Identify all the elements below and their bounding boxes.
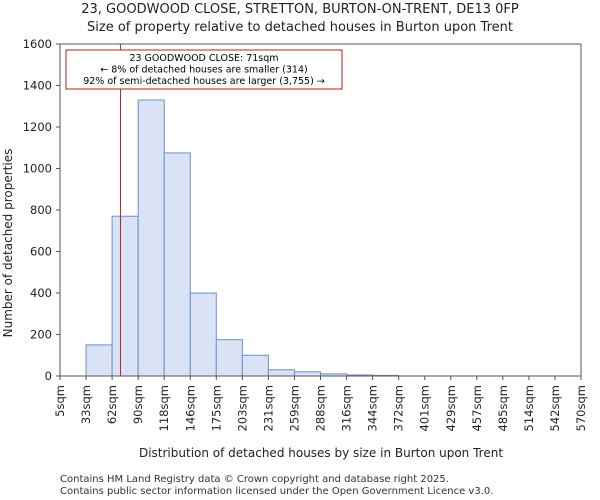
bar-62sqm [111,215,139,377]
x-tick-label: 372sqm [392,385,406,431]
y-tick-label: 800 [30,203,52,217]
bar-90sqm [137,99,165,377]
x-tick-label: 401sqm [418,385,432,431]
x-tick-label: 175sqm [209,385,223,431]
y-tick-label: 600 [30,245,52,259]
annotation-line: ← 8% of detached houses are smaller (314… [100,65,307,76]
footer-licence: Contains public sector information licen… [60,486,494,497]
bar-175sqm [215,339,243,377]
x-tick-label: 485sqm [496,385,510,431]
y-tick-label: 1600 [23,37,52,51]
footer-copyright: Contains HM Land Registry data © Crown c… [60,474,449,485]
x-axis-label: Distribution of detached houses by size … [139,446,503,460]
y-tick-label: 1200 [23,120,52,134]
x-tick-label: 457sqm [470,385,484,431]
bar-33sqm [85,344,113,377]
y-tick-label: 1000 [23,162,52,176]
x-tick-label: 542sqm [548,385,562,431]
bar-118sqm [163,152,191,377]
annotation-group: 23 GOODWOOD CLOSE: 71sqm← 8% of detached… [65,49,343,90]
annotation-box [65,49,343,90]
x-tick-label: 429sqm [444,385,458,431]
x-tick-label: 203sqm [235,385,249,431]
y-tick-label: 200 [30,328,52,342]
x-tick-label: 514sqm [522,385,536,431]
chart-title: 23, GOODWOOD CLOSE, STRETTON, BURTON-ON-… [81,2,519,17]
x-tick-label: 118sqm [157,385,171,431]
x-tick-label: 344sqm [366,385,380,431]
x-tick-label: 259sqm [287,385,301,431]
y-axis-label: Number of detached properties [1,149,15,338]
x-tick-label: 62sqm [105,385,119,424]
annotation-line: 92% of semi-detached houses are larger (… [83,76,325,87]
bar-231sqm [267,369,295,377]
x-tick-label: 570sqm [574,385,588,431]
y-tick-label: 400 [30,286,52,300]
x-tick-label: 146sqm [183,385,197,431]
bar-146sqm [189,292,217,377]
chart-subtitle: Size of property relative to detached ho… [87,20,513,35]
x-tick-label: 90sqm [131,385,145,424]
axes-group: 0 200 400 600 800 1000 1200 1400 1600 5sqm 33sqm 62… [23,37,588,431]
bar-259sqm [293,371,322,377]
x-tick-label: 288sqm [314,385,328,431]
y-tick-label: 1400 [23,79,52,93]
bars-group [85,99,400,377]
annotation-line: 23 GOODWOOD CLOSE: 71sqm [129,53,278,64]
x-tick-label: 231sqm [261,385,275,431]
y-tick-label: 0 [45,369,52,383]
x-tick-label: 5sqm [53,385,67,417]
bar-203sqm [241,354,269,377]
x-tick-label: 33sqm [79,385,93,424]
x-tick-label: 316sqm [340,385,354,431]
